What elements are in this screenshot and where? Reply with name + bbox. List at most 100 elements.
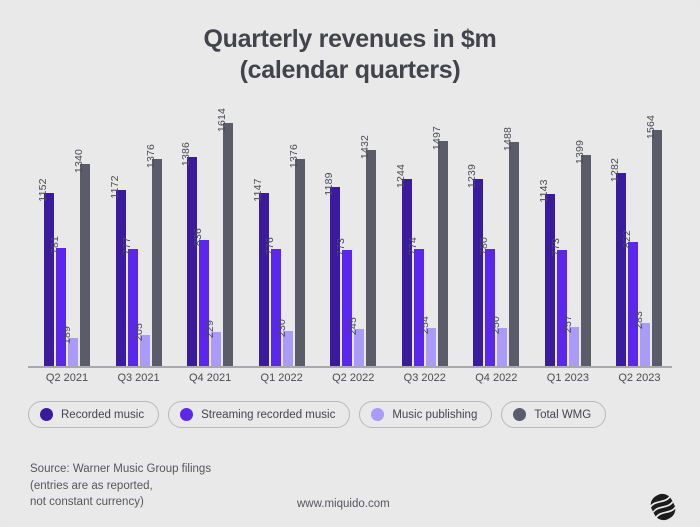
bar-fill — [413, 249, 424, 366]
bar-fill — [544, 194, 555, 366]
bar[interactable]: 1376 — [288, 144, 305, 366]
bar[interactable]: 205 — [133, 323, 150, 366]
bar[interactable]: 836 — [192, 228, 210, 366]
bar-fill — [56, 248, 66, 366]
bar[interactable]: 781 — [49, 236, 66, 366]
x-axis-tick-label: Q2 2021 — [45, 372, 89, 384]
bar[interactable]: 822 — [621, 230, 639, 366]
bar[interactable]: 1564 — [645, 115, 663, 366]
legend-item[interactable]: Total WMG — [501, 401, 607, 428]
bar[interactable]: 250 — [490, 316, 508, 366]
bar-value-label: 1432 — [359, 134, 372, 160]
bar[interactable]: 283 — [633, 311, 651, 366]
bar-fill — [115, 190, 126, 366]
bar[interactable]: 229 — [204, 320, 222, 366]
bar-value-label: 1282 — [609, 157, 622, 183]
bar-value-label: 776 — [263, 236, 276, 256]
bar-value-label: 230 — [275, 318, 288, 338]
bar-value-label: 777 — [120, 236, 133, 256]
miquido-logo-icon — [646, 490, 680, 524]
bar[interactable]: 1386 — [180, 142, 198, 366]
bar[interactable]: 257 — [562, 315, 579, 366]
bar[interactable]: 1488 — [502, 127, 520, 366]
bar[interactable]: 773 — [335, 238, 353, 366]
bar-value-label: 1172 — [108, 175, 121, 199]
bar[interactable]: 1614 — [216, 108, 234, 366]
source-note: Source: Warner Music Group filings (entr… — [30, 461, 211, 511]
bar[interactable]: 1189 — [323, 172, 341, 366]
bar-value-label: 1143 — [537, 179, 550, 203]
bar-value-label: 1497 — [430, 125, 443, 151]
bar-value-label: 1399 — [573, 139, 586, 165]
x-axis-tick-label: Q1 2022 — [260, 372, 303, 384]
bar-fill — [640, 323, 651, 366]
bar[interactable]: 1497 — [431, 126, 448, 366]
bar[interactable]: 1376 — [145, 144, 162, 366]
bar-group: 1189 773 245 1432 — [323, 110, 377, 366]
bar[interactable]: 1340 — [73, 149, 90, 366]
bar[interactable]: 1432 — [359, 135, 377, 366]
bar[interactable]: 189 — [61, 326, 78, 366]
x-axis-tick-label: Q4 2022 — [475, 372, 518, 384]
bar-value-label: 189 — [61, 325, 73, 345]
bar[interactable]: 230 — [276, 319, 293, 366]
bar-value-label: 1189 — [323, 172, 336, 196]
bar-value-label: 836 — [192, 227, 205, 247]
bar-value-label: 1376 — [287, 143, 300, 169]
bar-value-label: 822 — [621, 229, 634, 249]
legend-item[interactable]: Music publishing — [359, 401, 493, 428]
bar-value-label: 257 — [561, 314, 574, 334]
bar-fill — [580, 155, 591, 366]
bar-fill — [330, 187, 341, 366]
bar-value-label: 1614 — [216, 107, 229, 133]
bar[interactable]: 1282 — [609, 158, 627, 366]
bar[interactable]: 780 — [478, 237, 496, 366]
bar[interactable]: 1152 — [37, 178, 54, 366]
bar-value-label: 1239 — [466, 163, 479, 189]
legend-item-label: Streaming recorded music — [201, 408, 336, 421]
legend-color-swatch-icon — [371, 408, 385, 421]
bar-fill — [187, 157, 198, 366]
bar-fill — [556, 250, 567, 366]
bar[interactable]: 1143 — [538, 179, 555, 366]
bar-value-label: 773 — [335, 237, 348, 257]
legend-item[interactable]: Streaming recorded music — [168, 401, 351, 428]
x-axis-tick-labels: Q2 2021 Q3 2021 Q4 2021 Q1 2022 Q2 2022 Q3 20… — [28, 372, 672, 390]
bar-fill — [44, 193, 54, 366]
bar[interactable]: 777 — [121, 237, 138, 366]
legend-item-label: Recorded music — [61, 408, 145, 421]
bar-fill — [401, 179, 412, 366]
legend-color-swatch-icon — [40, 408, 53, 421]
bar[interactable]: 1244 — [395, 164, 412, 366]
bar-fill — [282, 331, 293, 366]
bar-group: 1172 777 205 1376 — [109, 110, 162, 366]
bar[interactable]: 1239 — [466, 164, 484, 366]
bar-value-label: 1376 — [144, 143, 157, 169]
bar[interactable]: 1399 — [574, 140, 591, 366]
bar[interactable]: 773 — [550, 238, 567, 366]
bar-value-label: 1340 — [73, 148, 85, 174]
bar-fill — [80, 164, 90, 366]
bar[interactable]: 774 — [407, 237, 424, 366]
bar-fill — [437, 141, 448, 366]
x-axis-tick-label: Q3 2022 — [403, 372, 446, 384]
bar[interactable]: 776 — [264, 237, 281, 366]
source-line-1: Source: Warner Music Group filings — [30, 463, 212, 475]
bar-fill — [616, 173, 627, 366]
website-url: www.miquido.com — [297, 498, 390, 510]
bar[interactable]: 245 — [347, 317, 365, 366]
bar[interactable]: 1147 — [252, 178, 269, 366]
bar[interactable]: 254 — [419, 316, 436, 366]
x-axis-tick-label: Q2 2023 — [618, 372, 661, 384]
bar-group: 1282 822 283 1564 — [609, 110, 663, 366]
bar[interactable]: 1172 — [109, 175, 126, 366]
x-axis-tick-label: Q4 2021 — [189, 372, 232, 384]
bar-group: 1386 836 229 1614 — [180, 108, 234, 366]
x-axis-tick-label: Q3 2021 — [117, 372, 160, 384]
bar-fill — [497, 328, 508, 366]
bar-fill — [354, 329, 365, 366]
legend-item[interactable]: Recorded music — [28, 401, 160, 428]
bar-fill — [270, 249, 281, 366]
bar-fill — [366, 150, 377, 366]
bar-value-label: 205 — [132, 322, 145, 342]
